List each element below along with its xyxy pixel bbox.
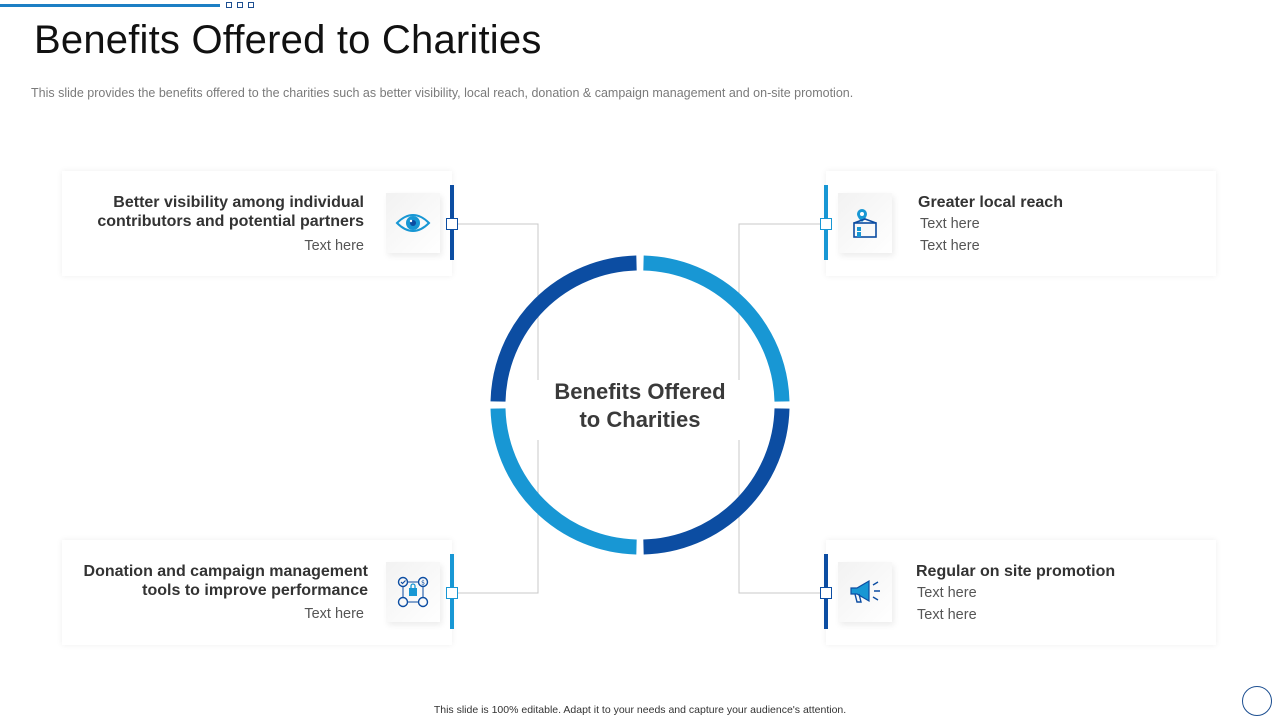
connector-top-left [455, 223, 539, 380]
card-better-visibility: Better visibility among individual contr… [62, 171, 454, 276]
card-donation-campaign: Donation and campaign management tools t… [62, 540, 454, 645]
card-text-2: Text here [920, 238, 980, 254]
card-heading: Regular on site promotion [916, 563, 1116, 580]
top-accent-line [0, 4, 220, 7]
ring-segment-bottom-left [490, 408, 637, 555]
connector-node-bottom-right [820, 587, 832, 599]
ring-segment-top-right [643, 255, 790, 402]
top-accent-dots [226, 2, 254, 8]
connector-node-bottom-left [446, 587, 458, 599]
corner-circle-icon [1242, 686, 1272, 716]
card-regular-promotion: Regular on site promotion Text here Text… [824, 540, 1216, 645]
card-text-2: Text here [917, 607, 977, 623]
center-label: Benefits Offered to Charities [520, 378, 760, 434]
card-heading: Better visibility among individual contr… [97, 194, 364, 230]
page-subtitle: This slide provides the benefits offered… [31, 86, 854, 100]
megaphone-icon [838, 562, 892, 622]
card-heading: Greater local reach [918, 194, 1063, 211]
ring-segment-top-left [490, 255, 637, 402]
card-greater-local-reach: Greater local reach Text here Text here [824, 171, 1216, 276]
page-title: Benefits Offered to Charities [34, 18, 542, 62]
connector-node-top-right [820, 218, 832, 230]
center-label-line2: to Charities [579, 407, 701, 432]
management-tools-icon: $ [386, 562, 440, 622]
eye-icon [386, 193, 440, 253]
ring-segment-bottom-right [643, 408, 790, 555]
svg-text:$: $ [421, 580, 425, 587]
footer-note: This slide is 100% editable. Adapt it to… [433, 704, 847, 716]
connector-bottom-right [738, 440, 826, 594]
card-text-1: Text here [920, 216, 980, 232]
card-text-1: Text here [917, 585, 977, 601]
location-building-icon [838, 193, 892, 253]
connector-top-right [738, 223, 826, 380]
connector-node-top-left [446, 218, 458, 230]
connector-bottom-left [455, 440, 539, 594]
card-text: Text here [304, 238, 364, 254]
card-heading: Donation and campaign management tools t… [83, 563, 368, 599]
center-label-line1: Benefits Offered [554, 379, 726, 404]
card-text: Text here [304, 606, 364, 622]
